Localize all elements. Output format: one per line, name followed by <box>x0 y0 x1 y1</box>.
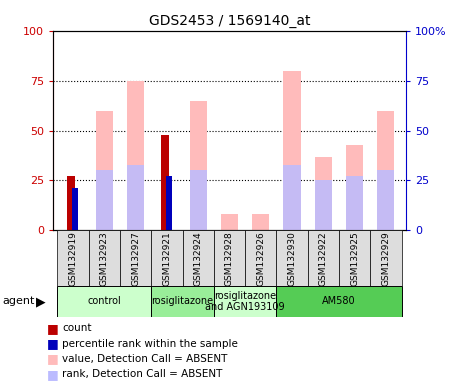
Bar <box>276 230 308 286</box>
Bar <box>151 230 183 286</box>
Bar <box>370 230 402 286</box>
Bar <box>245 230 276 286</box>
Bar <box>214 230 245 286</box>
Text: control: control <box>88 296 121 306</box>
Text: rosiglitazone: rosiglitazone <box>151 296 213 306</box>
Text: GSM132929: GSM132929 <box>381 231 391 286</box>
Text: rosiglitazone
and AGN193109: rosiglitazone and AGN193109 <box>205 291 285 312</box>
Bar <box>252 214 269 230</box>
Text: GSM132926: GSM132926 <box>256 231 265 286</box>
Text: count: count <box>62 323 91 333</box>
Text: GSM132927: GSM132927 <box>131 231 140 286</box>
Bar <box>183 230 214 286</box>
Bar <box>57 230 89 286</box>
Bar <box>346 144 363 230</box>
Bar <box>377 111 394 230</box>
Bar <box>221 214 238 230</box>
Bar <box>161 134 169 230</box>
Bar <box>346 177 363 230</box>
Bar <box>120 230 151 286</box>
Title: GDS2453 / 1569140_at: GDS2453 / 1569140_at <box>149 14 310 28</box>
Text: ■: ■ <box>47 353 59 366</box>
Text: value, Detection Call = ABSENT: value, Detection Call = ABSENT <box>62 354 227 364</box>
Text: ■: ■ <box>47 368 59 381</box>
Text: GSM132924: GSM132924 <box>194 231 203 286</box>
Text: GSM132921: GSM132921 <box>162 231 172 286</box>
Bar <box>315 180 332 230</box>
Bar <box>67 177 75 230</box>
Bar <box>276 286 402 317</box>
Bar <box>151 286 214 317</box>
Text: GSM132919: GSM132919 <box>68 231 78 286</box>
Bar <box>57 286 151 317</box>
Bar <box>315 157 332 230</box>
Text: GSM132922: GSM132922 <box>319 231 328 286</box>
Bar <box>308 230 339 286</box>
Text: agent: agent <box>2 296 35 306</box>
Text: GSM132925: GSM132925 <box>350 231 359 286</box>
Bar <box>214 286 276 317</box>
Bar <box>166 177 172 230</box>
Bar <box>377 170 394 230</box>
Text: ■: ■ <box>47 322 59 335</box>
Text: GSM132930: GSM132930 <box>287 231 297 286</box>
Text: ■: ■ <box>47 337 59 350</box>
Bar <box>89 230 120 286</box>
Bar <box>190 101 207 230</box>
Text: ▶: ▶ <box>36 295 45 308</box>
Bar <box>96 111 113 230</box>
Bar <box>339 230 370 286</box>
Bar <box>284 164 301 230</box>
Bar <box>190 170 207 230</box>
Text: percentile rank within the sample: percentile rank within the sample <box>62 339 238 349</box>
Bar <box>284 71 301 230</box>
Bar <box>96 170 113 230</box>
Bar <box>127 81 144 230</box>
Text: GSM132928: GSM132928 <box>225 231 234 286</box>
Bar <box>73 189 78 230</box>
Text: AM580: AM580 <box>322 296 356 306</box>
Text: rank, Detection Call = ABSENT: rank, Detection Call = ABSENT <box>62 369 222 379</box>
Bar <box>127 164 144 230</box>
Text: GSM132923: GSM132923 <box>100 231 109 286</box>
